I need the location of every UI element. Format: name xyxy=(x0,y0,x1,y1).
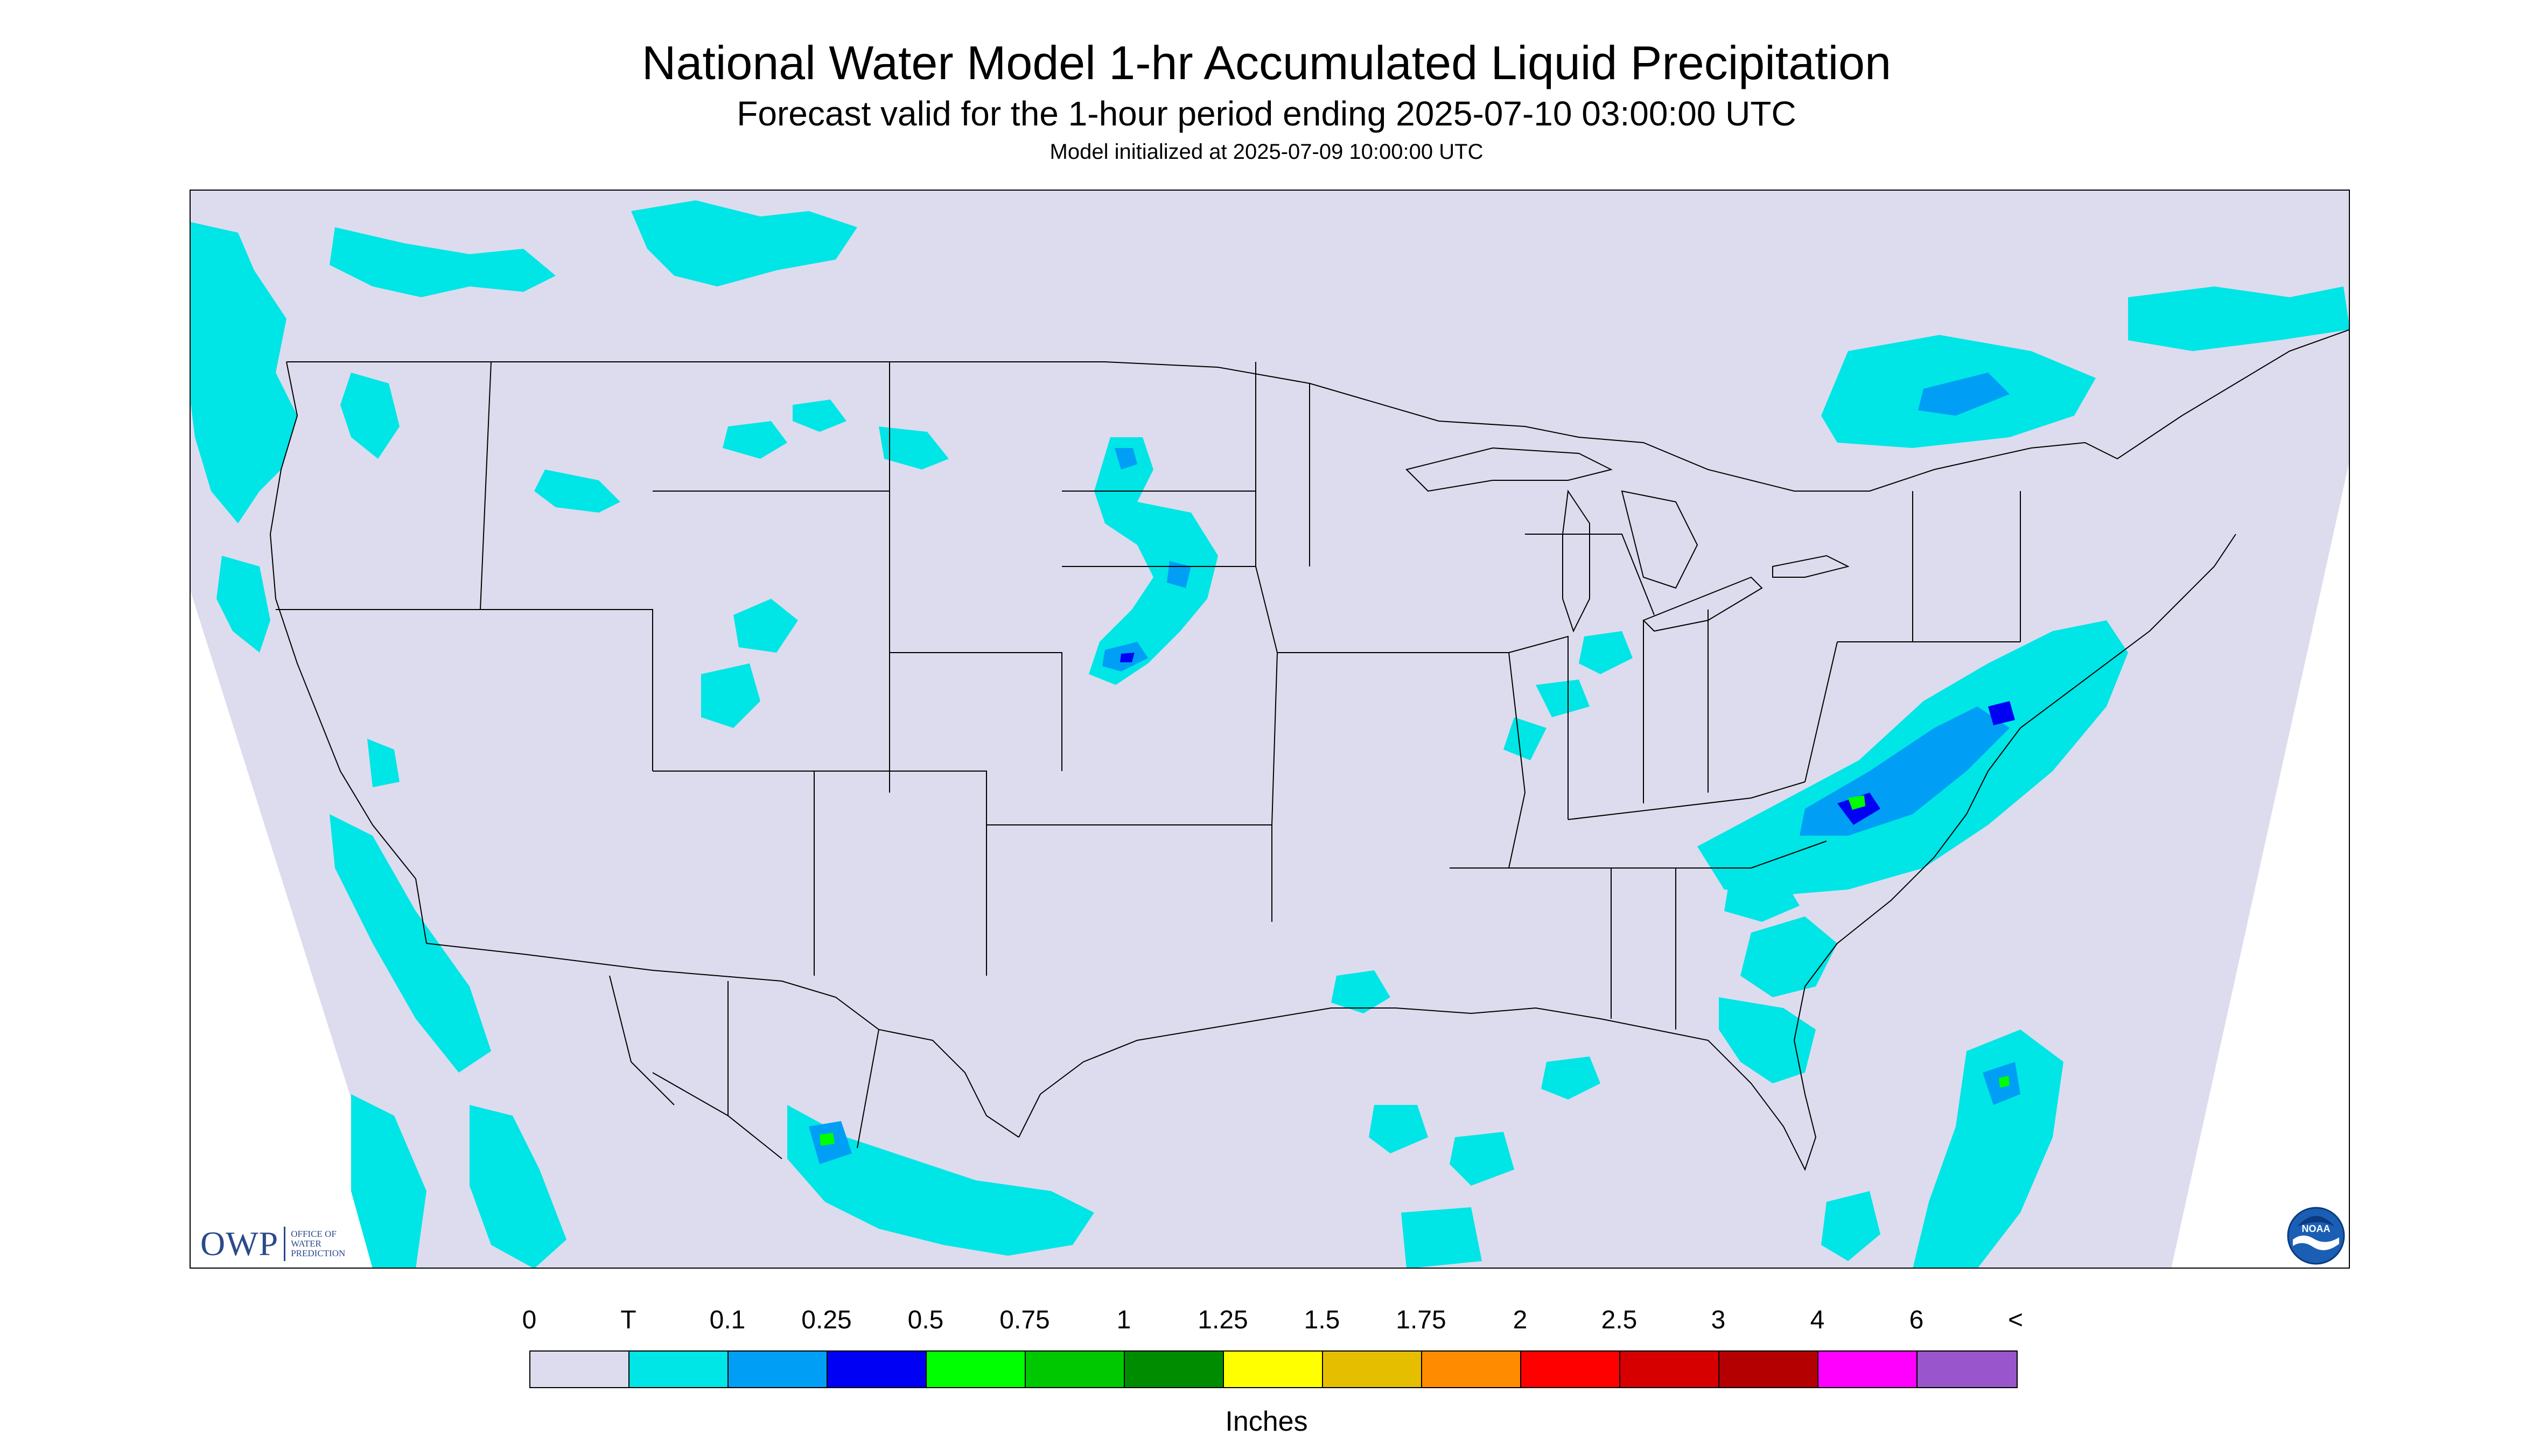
precip-areas xyxy=(190,200,2350,1269)
legend-tick-label: 1.25 xyxy=(1198,1306,1248,1334)
lake-huron xyxy=(1621,490,1698,589)
legend-swatch xyxy=(1521,1352,1620,1387)
mexico-state-lines xyxy=(609,975,879,1159)
precip-gulf-coast-a xyxy=(1331,970,1390,1013)
precip-virginia-core xyxy=(1988,701,2015,725)
lake-superior xyxy=(1405,447,1613,492)
precip-midwest-b xyxy=(1536,680,1590,717)
map-frame xyxy=(190,190,2350,1269)
precipitation-map xyxy=(190,190,2350,1269)
state-lines xyxy=(276,361,2021,1030)
legend-tick-label: 2 xyxy=(1513,1306,1528,1334)
legend-tick-label: 3 xyxy=(1711,1306,1726,1334)
lake-ontario xyxy=(1772,555,1850,578)
legend-tick-label: 2.5 xyxy=(1601,1306,1638,1334)
model-domain xyxy=(190,190,2350,1269)
owp-logo-divider xyxy=(284,1227,286,1261)
precip-wyoming xyxy=(733,599,798,653)
legend-swatch xyxy=(927,1352,1026,1387)
precip-utah xyxy=(701,663,760,728)
boundaries xyxy=(269,329,2350,1171)
pacific-coastline xyxy=(269,361,427,944)
model-init-line: Model initialized at 2025-07-09 10:00:00… xyxy=(1049,140,1484,164)
precip-baja xyxy=(470,1105,566,1269)
precip-montana-c xyxy=(793,400,846,432)
legend-swatch xyxy=(1818,1352,1918,1387)
gulf-coastline xyxy=(1018,1007,1817,1171)
lake-michigan xyxy=(1562,489,1590,633)
precip-idaho xyxy=(534,470,620,513)
precip-dakotas-band xyxy=(1089,437,1218,685)
atlantic-coastline xyxy=(1794,534,2236,1041)
legend-swatch xyxy=(629,1352,729,1387)
precip-appalachian-core xyxy=(1837,793,1880,825)
precip-pacific-offshore-a xyxy=(330,814,491,1073)
precip-dakotas-core-c xyxy=(1167,561,1191,588)
legend-tick-label: 1 xyxy=(1116,1306,1131,1334)
precip-illinois xyxy=(1503,717,1547,760)
precip-dakotas-core-a xyxy=(1115,448,1137,470)
precip-atlantic-green xyxy=(1999,1076,2010,1088)
legend-tick-label: 1.5 xyxy=(1304,1306,1340,1334)
legend-swatch xyxy=(1125,1352,1224,1387)
precip-montana-b xyxy=(879,426,949,470)
legend-swatch xyxy=(1026,1352,1125,1387)
legend-swatch xyxy=(1620,1352,1719,1387)
precip-mexico-band xyxy=(787,1105,1094,1256)
precip-pacific-northwest xyxy=(190,222,297,523)
legend-tick-label: 0.75 xyxy=(999,1306,1050,1334)
precip-southern-bc xyxy=(330,227,556,297)
precip-quebec-core xyxy=(1918,373,2010,416)
precip-gulf-a xyxy=(1369,1105,1428,1153)
precip-appalachian-green xyxy=(1848,795,1865,810)
us-mexico-border xyxy=(426,943,1019,1138)
legend-tick-label: < xyxy=(2007,1306,2024,1334)
legend-tick-label: T xyxy=(620,1306,636,1334)
map-subtitle: Forecast valid for the 1-hour period end… xyxy=(737,94,1796,133)
precip-atlantic-band xyxy=(1913,1030,2063,1269)
legend-swatch xyxy=(530,1352,629,1387)
precip-nevada xyxy=(367,739,400,787)
precip-oregon-coast xyxy=(216,556,270,653)
precip-cascades xyxy=(340,373,400,459)
legend-swatch xyxy=(1224,1352,1323,1387)
owp-logo-letters: OWP xyxy=(200,1224,279,1263)
precip-mexico-green xyxy=(820,1133,835,1146)
us-canada-border xyxy=(286,329,2350,492)
legend-swatch xyxy=(729,1352,828,1387)
precip-gulf-coast-b xyxy=(1541,1056,1600,1100)
owp-logo-text: OFFICE OF WATER PREDICTION xyxy=(291,1229,346,1258)
noaa-logo: NOAA xyxy=(2287,1207,2345,1265)
legend-swatch xyxy=(1422,1352,1521,1387)
legend-tick-label: 0.5 xyxy=(907,1306,944,1334)
legend-tick-label: 4 xyxy=(1810,1306,1825,1334)
precip-gulf-b xyxy=(1450,1132,1514,1186)
legend-tick-label: 0.25 xyxy=(801,1306,852,1334)
precip-dakotas-core-d xyxy=(1120,653,1135,662)
map-title: National Water Model 1-hr Accumulated Li… xyxy=(641,36,1892,89)
legend-swatch xyxy=(1323,1352,1422,1387)
legend-tick-label: 0.1 xyxy=(709,1306,746,1334)
owp-logo: OWP OFFICE OF WATER PREDICTION xyxy=(200,1222,366,1265)
legend-swatch xyxy=(1719,1352,1818,1387)
precip-southern-bc-east xyxy=(631,200,857,286)
precip-atlantic-south xyxy=(1821,1191,1880,1261)
precip-quebec-east xyxy=(2128,286,2350,351)
precip-gulf-c xyxy=(1401,1207,1482,1269)
precip-carolinas xyxy=(1724,879,1800,922)
legend-units: Inches xyxy=(1225,1406,1308,1437)
lake-erie xyxy=(1642,576,1763,632)
noaa-logo-text: NOAA xyxy=(2302,1223,2331,1234)
legend-colorbar xyxy=(529,1350,2018,1388)
precip-georgia-sc xyxy=(1740,916,1837,997)
precip-florida xyxy=(1719,997,1816,1083)
legend-tick-label: 6 xyxy=(1909,1306,1924,1334)
precip-pacific-offshore-b xyxy=(351,1094,426,1269)
legend-tick-label: 1.75 xyxy=(1396,1306,1446,1334)
precip-midwest-a xyxy=(1579,631,1633,674)
legend-swatch xyxy=(1918,1352,2017,1387)
legend-tick-label: 0 xyxy=(522,1306,537,1334)
precip-montana-a xyxy=(723,421,787,459)
legend-swatch xyxy=(828,1352,927,1387)
